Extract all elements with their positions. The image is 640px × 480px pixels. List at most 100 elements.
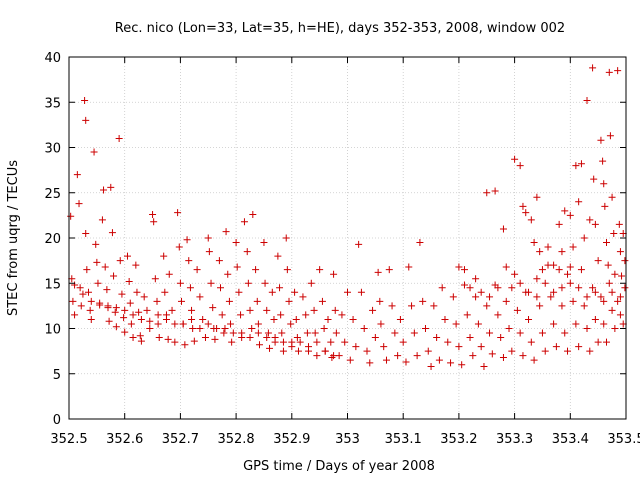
data-point — [330, 352, 338, 360]
data-point — [615, 220, 623, 228]
data-point — [586, 216, 594, 224]
data-point — [196, 325, 204, 332]
data-point — [264, 329, 272, 337]
data-point — [98, 216, 106, 224]
data-point — [586, 347, 594, 355]
data-point — [227, 320, 235, 328]
data-point — [185, 257, 193, 265]
data-point — [96, 299, 104, 307]
data-point — [209, 304, 217, 312]
data-point — [527, 338, 535, 346]
data-point — [76, 284, 84, 292]
data-point — [558, 302, 566, 310]
data-point — [129, 311, 137, 319]
data-point — [408, 302, 416, 310]
data-point — [522, 209, 530, 217]
data-point — [427, 363, 435, 371]
data-point — [564, 347, 572, 355]
data-point — [137, 337, 145, 345]
data-point — [590, 175, 598, 183]
data-point — [597, 293, 605, 301]
data-point — [115, 134, 123, 142]
data-point — [488, 350, 496, 358]
data-point — [178, 297, 186, 305]
data-point — [469, 352, 477, 360]
data-point — [328, 353, 336, 361]
data-point — [313, 338, 321, 346]
data-point — [111, 308, 119, 316]
data-point — [472, 275, 480, 283]
data-point — [270, 315, 278, 323]
data-point — [452, 320, 460, 328]
data-point — [330, 270, 338, 278]
data-point — [183, 236, 191, 244]
data-point — [283, 266, 291, 274]
data-point — [502, 263, 510, 271]
data-point — [505, 325, 513, 332]
data-point — [550, 288, 558, 296]
data-point — [614, 67, 622, 75]
data-point — [155, 334, 163, 342]
data-point — [176, 279, 184, 287]
data-point — [572, 162, 580, 170]
data-point — [399, 338, 407, 346]
data-point — [237, 311, 245, 319]
data-point — [608, 288, 616, 296]
data-point — [525, 315, 533, 323]
chart-title: Rec. nico (Lon=33, Lat=35, h=HE), days 3… — [115, 21, 565, 36]
data-point — [419, 297, 427, 305]
data-point — [307, 279, 315, 287]
data-point — [316, 266, 324, 274]
data-point — [458, 361, 466, 369]
data-point — [491, 187, 499, 195]
data-point — [591, 288, 599, 296]
data-point — [179, 320, 187, 328]
data-point — [279, 338, 287, 346]
data-point — [143, 306, 151, 314]
data-point — [600, 320, 608, 328]
data-point — [550, 261, 558, 269]
data-point — [536, 302, 544, 310]
data-point — [610, 229, 618, 237]
data-point — [541, 347, 549, 355]
data-point — [608, 306, 616, 314]
data-point — [84, 288, 92, 296]
data-point — [140, 293, 148, 301]
data-point — [189, 325, 197, 332]
data-point — [441, 315, 449, 323]
data-point — [338, 311, 346, 319]
data-point — [71, 311, 79, 319]
data-point — [240, 218, 248, 226]
data-point — [204, 320, 212, 328]
data-point — [274, 252, 282, 260]
data-point — [94, 279, 102, 287]
data-point — [533, 293, 541, 301]
data-point — [108, 229, 116, 237]
data-point — [530, 239, 538, 247]
data-point — [533, 275, 541, 283]
data-point — [608, 193, 616, 201]
data-point — [153, 297, 161, 305]
data-point — [220, 329, 228, 337]
data-point — [291, 288, 299, 296]
data-point — [605, 279, 613, 287]
data-point — [594, 338, 602, 346]
x-tick-label: 353.1 — [385, 432, 422, 447]
data-points — [67, 64, 629, 371]
data-point — [435, 356, 443, 364]
data-point — [116, 257, 124, 265]
data-point — [577, 266, 585, 274]
data-point — [268, 288, 276, 296]
data-point — [229, 329, 237, 337]
data-point — [424, 347, 432, 355]
data-point — [480, 363, 488, 371]
y-tick-label: 0 — [53, 413, 61, 428]
data-point — [519, 352, 527, 360]
data-point — [222, 228, 230, 236]
data-point — [572, 320, 580, 328]
data-point — [71, 281, 79, 289]
data-point — [611, 270, 619, 278]
data-point — [332, 329, 340, 337]
data-point — [110, 272, 118, 280]
data-point — [232, 239, 240, 247]
